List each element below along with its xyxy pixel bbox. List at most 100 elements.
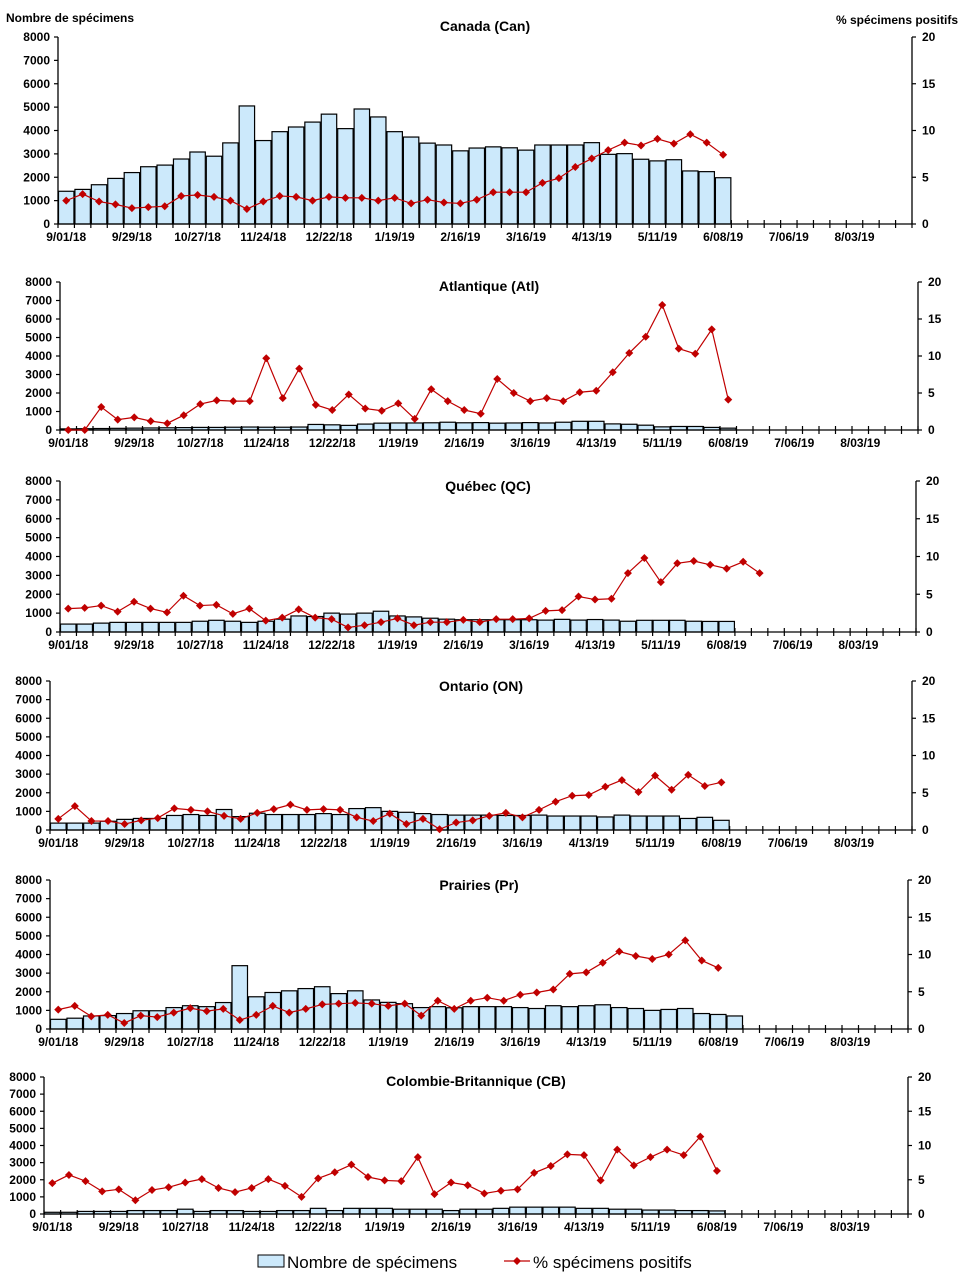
x-tick-label: 11/24/18 (234, 836, 280, 850)
x-tick-label: 9/01/18 (38, 836, 78, 850)
bar (49, 1018, 67, 1030)
bar (373, 422, 391, 431)
positivity-point (327, 615, 336, 624)
positivity-point (684, 770, 693, 779)
x-tick-label: 8/03/19 (838, 638, 878, 652)
positivity-point (563, 1150, 572, 1159)
left-tick-label: 2000 (25, 587, 52, 601)
positivity-point (328, 406, 337, 415)
bar (537, 619, 554, 633)
bar (492, 1207, 510, 1215)
positivity-point (483, 993, 492, 1002)
left-tick-label: 4000 (25, 349, 52, 363)
positivity-point (146, 417, 155, 426)
bar (550, 144, 568, 225)
positivity-point (120, 820, 129, 829)
left-tick-label: 3000 (25, 368, 52, 382)
chart-panel-2: Québec (QC) 0 1000 2000 3000 4000 5000 6000 7000… (25, 474, 939, 652)
bar (668, 619, 686, 633)
positivity-point (598, 958, 607, 967)
positivity-point (442, 618, 451, 627)
bar (577, 1005, 595, 1030)
bar (123, 171, 141, 225)
positivity-point (324, 192, 333, 201)
bar (693, 1012, 711, 1030)
left-tick-label: 1000 (25, 405, 52, 419)
positivity-point (549, 985, 558, 994)
left-tick-label: 8000 (25, 474, 52, 488)
right-tick-label: 0 (926, 625, 933, 639)
bar (563, 815, 581, 831)
positivity-point (380, 1176, 389, 1185)
bar (603, 619, 620, 633)
bar (484, 146, 502, 225)
positivity-point (492, 615, 501, 624)
positivity-point (259, 197, 268, 206)
positivity-point (648, 954, 657, 963)
x-tick-label: 4/13/19 (564, 1220, 604, 1234)
x-tick-label: 8/03/19 (834, 230, 874, 244)
positivity-point (344, 390, 353, 399)
right-tick-label: 10 (918, 948, 932, 962)
bar (199, 814, 216, 831)
positivity-point (651, 771, 660, 780)
positivity-point (114, 1185, 123, 1194)
positivity-point (631, 951, 640, 960)
left-tick-label: 7000 (23, 53, 50, 67)
positivity-point (181, 1178, 190, 1187)
positivity-point (696, 1132, 705, 1141)
bar (696, 816, 714, 831)
positivity-point (623, 569, 632, 578)
positivity-point (634, 788, 643, 797)
positivity-point (261, 616, 270, 625)
positivity-point (418, 814, 427, 823)
positivity-point (148, 1186, 156, 1195)
bar (254, 139, 272, 225)
bar (613, 814, 631, 831)
x-tick-label: 12/22/18 (300, 836, 347, 850)
x-tick-label: 5/11/19 (643, 436, 683, 450)
right-tick-label: 15 (926, 512, 940, 526)
positivity-point (656, 578, 665, 587)
positivity-point (663, 1145, 672, 1154)
x-tick-label: 9/29/18 (104, 1035, 144, 1049)
positivity-point (674, 344, 683, 353)
x-tick-label: 6/08/19 (698, 1035, 738, 1049)
right-axis-title: % spécimens positifs (836, 13, 958, 27)
positivity-point (669, 139, 678, 148)
positivity-point (460, 406, 469, 415)
positivity-point (153, 1013, 162, 1022)
x-tick-label: 9/29/18 (105, 836, 145, 850)
right-tick-label: 5 (918, 1173, 925, 1187)
positivity-point (146, 604, 155, 613)
bar (205, 155, 223, 225)
left-tick-label: 5000 (9, 1121, 36, 1135)
positivity-point (144, 203, 153, 212)
bar (376, 1207, 394, 1215)
bar (409, 1208, 427, 1215)
positivity-point (170, 804, 179, 813)
bar (528, 1007, 546, 1030)
positivity-point (357, 193, 366, 202)
positivity-point (409, 621, 418, 630)
positivity-point (615, 947, 624, 956)
left-tick-label: 7000 (15, 693, 42, 707)
x-tick-label: 6/08/19 (701, 836, 741, 850)
positivity-point (229, 397, 238, 406)
left-tick-label: 0 (29, 1207, 36, 1221)
positivity-point (518, 813, 527, 822)
left-tick-label: 7000 (25, 294, 52, 308)
left-tick-label: 3000 (23, 147, 50, 161)
positivity-point (410, 414, 419, 423)
positivity-point (646, 1153, 655, 1162)
positivity-point (268, 1001, 277, 1010)
positivity-point (667, 785, 676, 794)
bar (679, 817, 697, 831)
bar (636, 619, 653, 633)
legend-line-marker (513, 1257, 521, 1265)
positivity-point (252, 1010, 261, 1019)
positivity-point (80, 603, 89, 612)
positivity-point (136, 1011, 145, 1020)
positivity-point (297, 1192, 306, 1201)
x-tick-label: 10/27/18 (177, 638, 224, 652)
